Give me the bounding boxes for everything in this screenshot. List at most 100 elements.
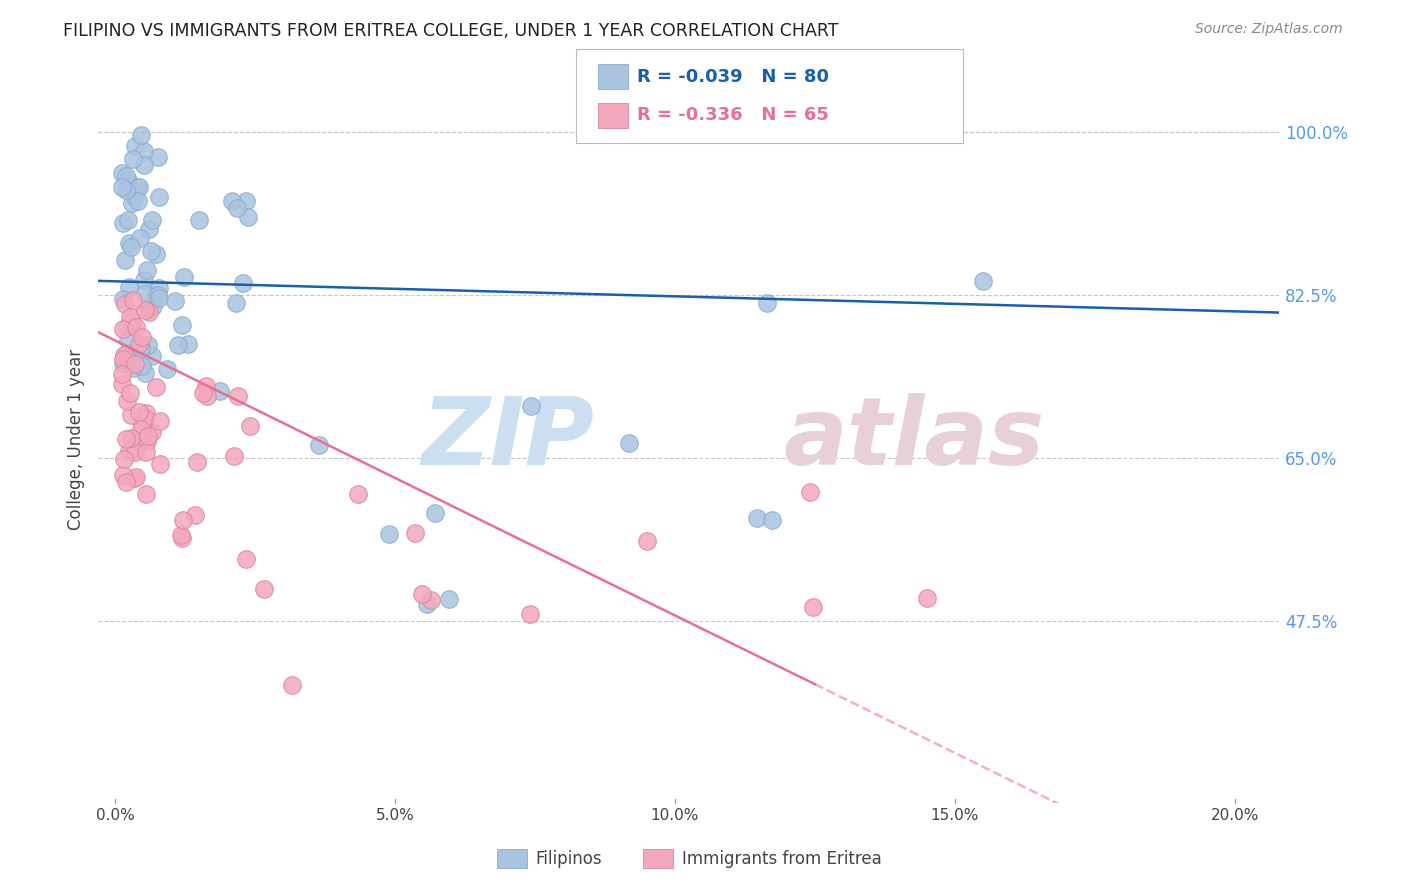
Point <box>138 429 160 443</box>
Point <box>138 305 160 319</box>
Point <box>120 240 142 254</box>
Point <box>801 599 824 614</box>
Point <box>112 292 135 306</box>
Point <box>136 434 159 448</box>
Point <box>745 511 768 525</box>
Point <box>143 288 166 302</box>
Point <box>112 348 135 362</box>
Point <box>111 322 134 336</box>
Point <box>117 333 139 347</box>
Point <box>238 211 260 225</box>
Point <box>915 591 938 605</box>
Point <box>755 296 778 310</box>
Point <box>121 318 143 333</box>
Point <box>165 294 187 309</box>
Text: R = -0.336   N = 65: R = -0.336 N = 65 <box>637 106 828 124</box>
Point <box>118 235 141 250</box>
Point <box>141 244 163 258</box>
Point <box>121 314 143 328</box>
Point <box>145 247 167 261</box>
Point <box>141 349 163 363</box>
Text: ZIP: ZIP <box>422 393 595 485</box>
Point <box>134 273 156 287</box>
Point <box>135 263 157 277</box>
Point <box>128 180 150 194</box>
Point <box>118 443 141 458</box>
Point <box>117 280 139 294</box>
Point <box>411 587 433 601</box>
Point <box>173 270 195 285</box>
Point <box>972 274 994 288</box>
Point <box>128 434 150 448</box>
Point <box>195 378 218 392</box>
Point <box>114 297 136 311</box>
Point <box>111 216 134 230</box>
Point <box>191 385 214 400</box>
Point <box>121 195 143 210</box>
Point <box>148 280 170 294</box>
Point <box>120 310 142 324</box>
Point <box>197 389 219 403</box>
Point <box>146 150 169 164</box>
Point <box>239 419 262 434</box>
Point <box>146 288 169 302</box>
Point <box>437 591 460 606</box>
Point <box>112 452 135 467</box>
Point <box>423 506 446 520</box>
Point <box>122 471 145 485</box>
Point <box>117 212 139 227</box>
Point <box>124 357 146 371</box>
Point <box>124 139 146 153</box>
Point <box>138 222 160 236</box>
Point <box>131 128 153 142</box>
Y-axis label: College, Under 1 year: College, Under 1 year <box>66 349 84 530</box>
Point <box>148 291 170 305</box>
Point <box>225 201 247 215</box>
Point <box>280 678 302 692</box>
Point <box>115 319 138 334</box>
Point <box>225 296 247 310</box>
Point <box>149 457 172 471</box>
Point <box>186 455 208 469</box>
Point <box>129 231 152 245</box>
Point <box>134 411 156 425</box>
Point <box>115 345 138 359</box>
Point <box>138 301 160 316</box>
Point <box>226 389 249 403</box>
Point <box>117 172 139 186</box>
Point <box>115 169 138 184</box>
Point <box>127 180 149 194</box>
Point <box>761 513 783 527</box>
Point <box>145 379 167 393</box>
Point <box>142 299 165 313</box>
Point <box>209 384 232 399</box>
Point <box>378 526 401 541</box>
Point <box>124 445 146 459</box>
Point <box>519 607 541 621</box>
Point <box>135 444 157 458</box>
Point <box>347 486 370 500</box>
Point <box>799 485 821 500</box>
Point <box>416 597 439 611</box>
Point <box>141 425 163 439</box>
Point <box>520 399 543 413</box>
Point <box>112 356 135 370</box>
Point <box>115 432 138 446</box>
Point <box>134 366 156 380</box>
Point <box>111 376 134 391</box>
Point <box>134 286 156 301</box>
Point <box>184 508 207 522</box>
Point <box>112 467 135 482</box>
Point <box>115 393 138 408</box>
Point <box>115 475 138 489</box>
Point <box>110 166 132 180</box>
Point <box>148 190 170 204</box>
Point <box>114 183 136 197</box>
Point <box>141 212 163 227</box>
Point <box>127 194 149 209</box>
Text: R = -0.039   N = 80: R = -0.039 N = 80 <box>637 68 830 86</box>
Point <box>188 212 211 227</box>
Point <box>404 526 426 541</box>
Point <box>111 180 134 194</box>
Point <box>221 194 243 208</box>
